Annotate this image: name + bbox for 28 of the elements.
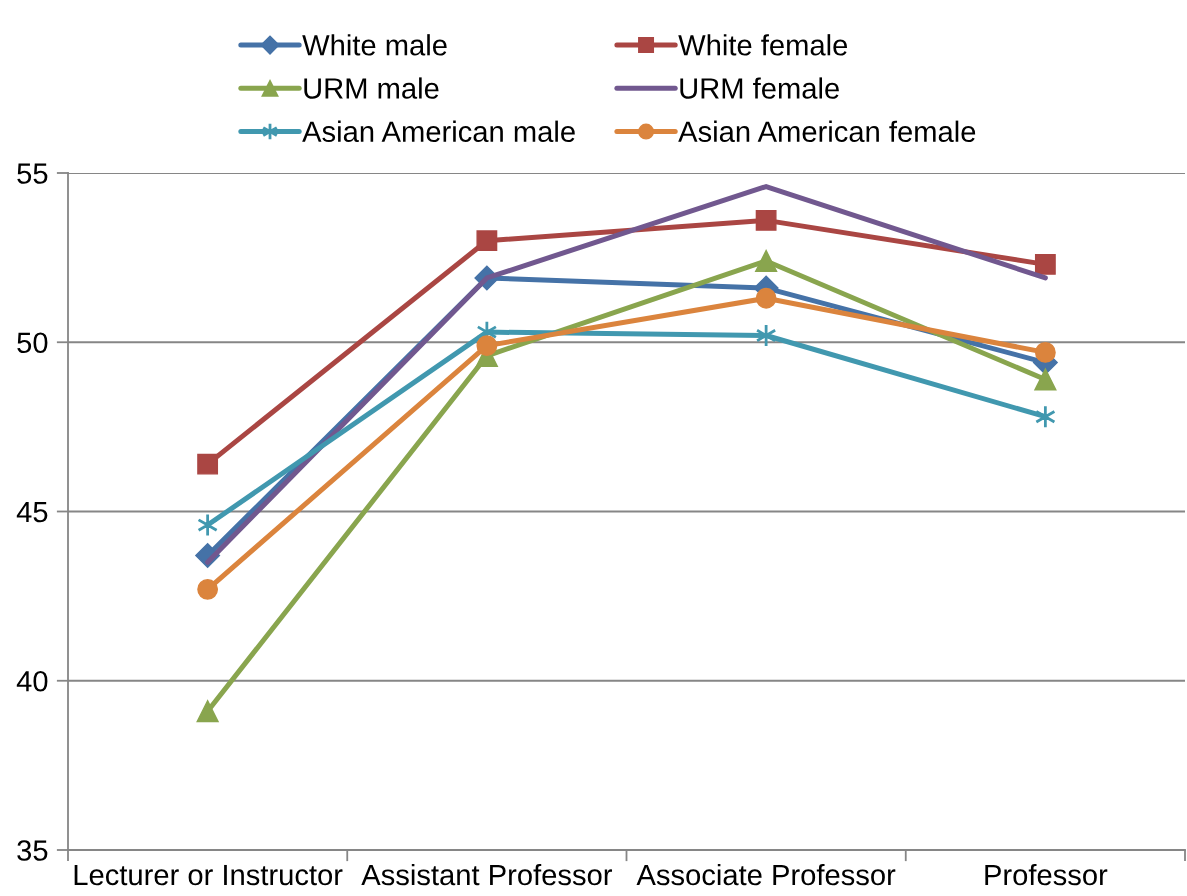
x-tick-label: Professor [985, 863, 1108, 886]
legend-label: White male [302, 34, 447, 56]
y-tick-label: 50 [17, 332, 48, 354]
x-tick-label: Assistant Professor [361, 863, 613, 886]
point [1034, 404, 1056, 429]
legend-label: URM male [304, 77, 439, 99]
point [1034, 368, 1057, 391]
point [755, 323, 777, 348]
point [196, 700, 219, 723]
y-tick-label: 55 [17, 163, 48, 184]
point [755, 287, 777, 309]
x-tick-label: Lecturer or Instructor [74, 864, 343, 886]
point [197, 578, 219, 600]
point [197, 453, 219, 475]
legend-label: URM female [680, 77, 839, 99]
x-tick-label: Associate Professor [636, 863, 896, 886]
point [1034, 341, 1056, 363]
legend-label: Asian American male [302, 120, 575, 143]
point [476, 230, 498, 252]
point [476, 335, 498, 357]
y-tick-label: 45 [16, 502, 48, 523]
point [1034, 253, 1056, 275]
legend-label: Asian American female [678, 120, 976, 143]
point [755, 209, 777, 231]
y-tick-label: 40 [16, 670, 48, 692]
y-tick-label: 35 [17, 840, 48, 861]
legend-label: White female [678, 34, 848, 56]
point [755, 249, 778, 273]
